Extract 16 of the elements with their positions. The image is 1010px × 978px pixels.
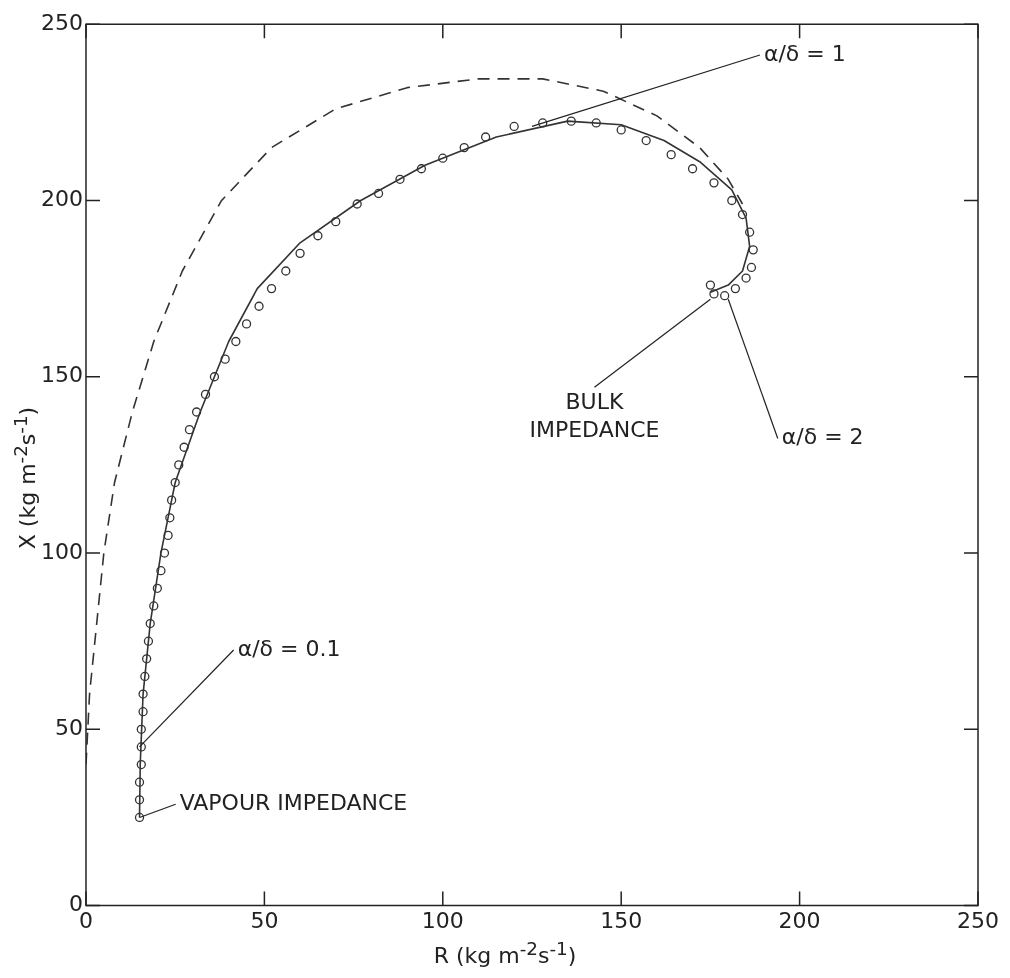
annotation: VAPOUR IMPEDANCE — [179, 789, 408, 815]
annotation: BULK IMPEDANCE — [529, 388, 660, 442]
x-tick-label: 50 — [250, 907, 279, 933]
y-tick-label: 50 — [54, 715, 83, 741]
x-tick-label: 150 — [600, 907, 643, 933]
y-tick-label: 250 — [40, 9, 83, 35]
x-tick-label: 100 — [421, 907, 464, 933]
annotation: α/δ = 0.1 — [237, 635, 341, 661]
annotation: α/δ = 1 — [763, 40, 846, 66]
annotation: α/δ = 2 — [781, 424, 864, 450]
y-tick-label: 200 — [40, 186, 83, 212]
x-tick-label: 200 — [778, 907, 821, 933]
x-axis-title: R (kg m$^{-2}$s$^{-1}$) — [432, 937, 578, 968]
y-tick-label: 150 — [40, 362, 83, 388]
y-tick-label: 100 — [40, 538, 83, 564]
x-tick-label: 250 — [957, 907, 999, 933]
